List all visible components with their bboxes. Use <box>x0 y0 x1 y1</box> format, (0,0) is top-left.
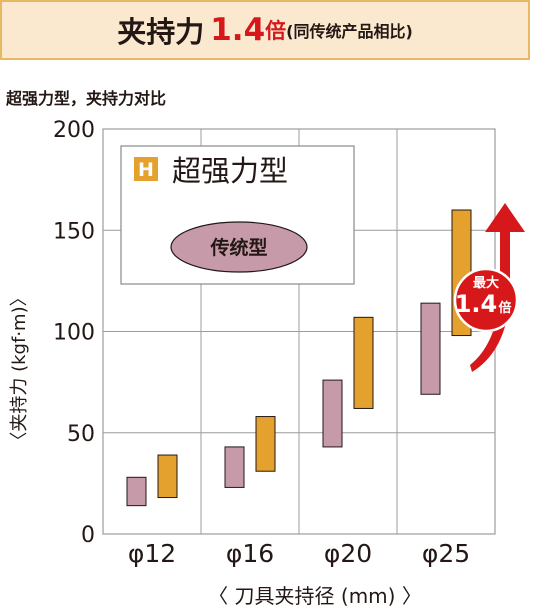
up-arrow-icon <box>470 203 525 372</box>
bar-conventional-2 <box>224 446 245 488</box>
x-tick-label: φ25 <box>422 539 470 568</box>
callout-mult: 倍 <box>498 300 511 316</box>
bar-conventional-1 <box>126 476 147 507</box>
y-tick-label: 200 <box>53 118 95 143</box>
bar-strong-3 <box>353 316 374 409</box>
headline-banner: 夹持力 1.4 倍 (同传统产品相比) <box>0 0 530 60</box>
bar-conventional-3 <box>322 379 343 448</box>
x-tick-label: φ12 <box>128 539 176 568</box>
bar-strong-1 <box>157 454 178 499</box>
callout-circle <box>453 267 519 333</box>
headline-text: 夹持力 <box>117 15 205 49</box>
y-axis-label: 〈夹持力 (kgf·m)〉 <box>9 288 30 449</box>
y-tick-label: 100 <box>53 321 95 346</box>
y-tick-label: 150 <box>53 219 95 244</box>
headline-multiplier: 倍 <box>265 19 287 43</box>
legend-conventional-swatch <box>170 221 308 273</box>
legend-badge-label: H <box>138 159 154 181</box>
legend-strong-label: 超强力型 <box>172 154 288 188</box>
legend: H 超强力型 传统型 <box>120 145 355 285</box>
bar-conventional-4 <box>420 302 441 395</box>
callout-number: 1.4 <box>455 290 498 318</box>
max-callout: 最大 1.4 倍 <box>453 203 525 372</box>
chart-subtitle: 超强力型，夹持力对比 <box>6 89 167 108</box>
x-axis-label: 〈 刀具夹持径 (mm) 〉 <box>208 584 422 608</box>
headline-note: (同传统产品相比) <box>286 22 413 41</box>
x-tick-label: φ16 <box>226 539 274 568</box>
h-badge-icon <box>134 157 158 181</box>
bar-strong-2 <box>255 416 276 472</box>
headline-number: 1.4 <box>210 12 266 48</box>
x-tick-label: φ20 <box>324 539 372 568</box>
callout-line1: 最大 <box>473 275 499 291</box>
y-tick-label: 0 <box>81 523 95 548</box>
legend-conventional-label: 传统型 <box>209 236 267 259</box>
y-tick-label: 50 <box>67 422 95 447</box>
